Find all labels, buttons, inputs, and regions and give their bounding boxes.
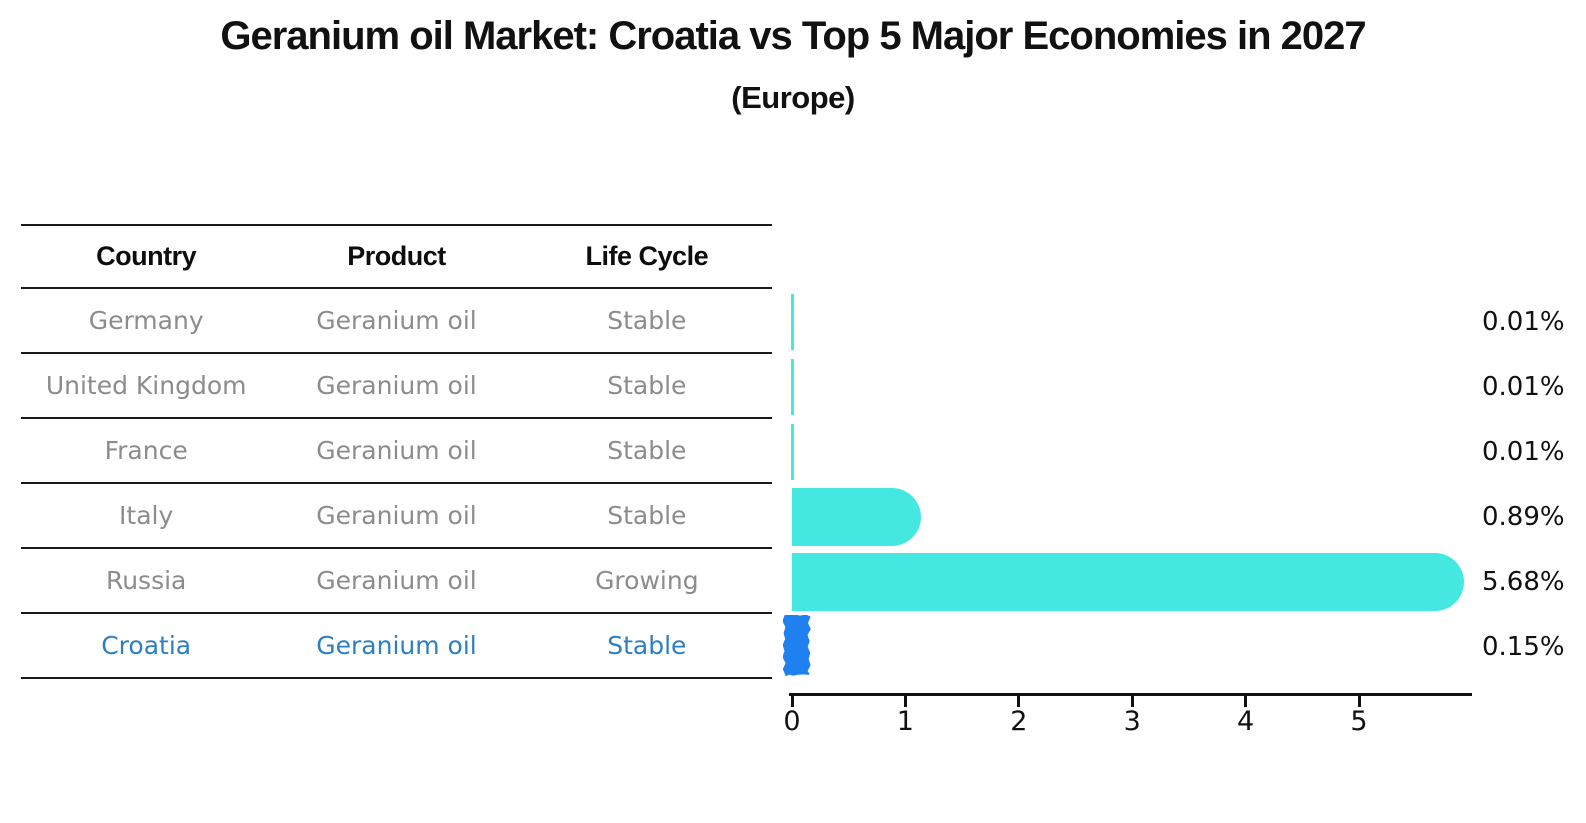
x-tick-label: 2 (1010, 706, 1028, 737)
column-header-country: Country (96, 241, 197, 271)
x-tick-mark (790, 696, 794, 707)
x-tick-label: 4 (1237, 706, 1255, 737)
table-row: Italy Geranium oil Stable 0.89% (0, 484, 1586, 549)
x-tick-label: 1 (896, 706, 914, 737)
x-tick-mark (1017, 696, 1021, 707)
bar (791, 358, 794, 415)
value-label: 0.15% (1482, 631, 1565, 662)
table-and-bars: Germany Geranium oil Stable 0.01% United… (0, 289, 1586, 679)
life-cycle-cell: Stable (607, 501, 687, 530)
product-cell: Geranium oil (316, 371, 477, 400)
table-row-croatia-highlight: Croatia Geranium oil Stable 0.15% (0, 614, 1586, 679)
x-tick-mark (1244, 696, 1248, 707)
life-cycle-cell: Growing (595, 566, 699, 595)
product-cell: Geranium oil (316, 566, 477, 595)
bar (792, 487, 921, 546)
x-tick-label: 0 (783, 706, 801, 737)
product-cell: Geranium oil (316, 631, 477, 660)
country-cell: United Kingdom (45, 371, 247, 400)
table-header-row: Country Product Life Cycle (21, 224, 772, 289)
x-tick-mark (1130, 696, 1134, 707)
x-tick-label: 5 (1350, 706, 1368, 737)
bar (791, 423, 794, 480)
table-row: Russia Geranium oil Growing 5.68% (0, 549, 1586, 614)
x-tick-label: 3 (1123, 706, 1141, 737)
product-cell: Geranium oil (316, 306, 477, 335)
highlight-bar-sketch (783, 614, 811, 676)
x-tick-mark (1357, 696, 1361, 707)
life-cycle-cell: Stable (607, 631, 687, 660)
column-header-life-cycle: Life Cycle (585, 241, 709, 271)
country-cell: France (104, 436, 188, 465)
value-label: 0.89% (1482, 501, 1565, 532)
value-label: 0.01% (1482, 306, 1565, 337)
chart-title: Geranium oil Market: Croatia vs Top 5 Ma… (220, 14, 1366, 58)
country-cell: Germany (88, 306, 204, 335)
x-tick-mark (903, 696, 907, 707)
column-header-product: Product (347, 241, 446, 271)
life-cycle-cell: Stable (607, 436, 687, 465)
x-axis-line (789, 693, 1472, 696)
table-row: Germany Geranium oil Stable 0.01% (0, 289, 1586, 354)
product-cell: Geranium oil (316, 501, 477, 530)
country-cell: Russia (105, 566, 187, 595)
country-cell: Croatia (101, 631, 192, 660)
product-cell: Geranium oil (316, 436, 477, 465)
value-label: 0.01% (1482, 436, 1565, 467)
chart-subtitle: (Europe) (731, 80, 855, 115)
life-cycle-cell: Stable (607, 371, 687, 400)
country-cell: Italy (119, 501, 174, 530)
value-label: 5.68% (1482, 566, 1565, 597)
life-cycle-cell: Stable (607, 306, 687, 335)
table-row: France Geranium oil Stable 0.01% (0, 419, 1586, 484)
bar (791, 293, 794, 350)
table-row: United Kingdom Geranium oil Stable 0.01% (0, 354, 1586, 419)
value-label: 0.01% (1482, 371, 1565, 402)
bar (792, 552, 1465, 611)
